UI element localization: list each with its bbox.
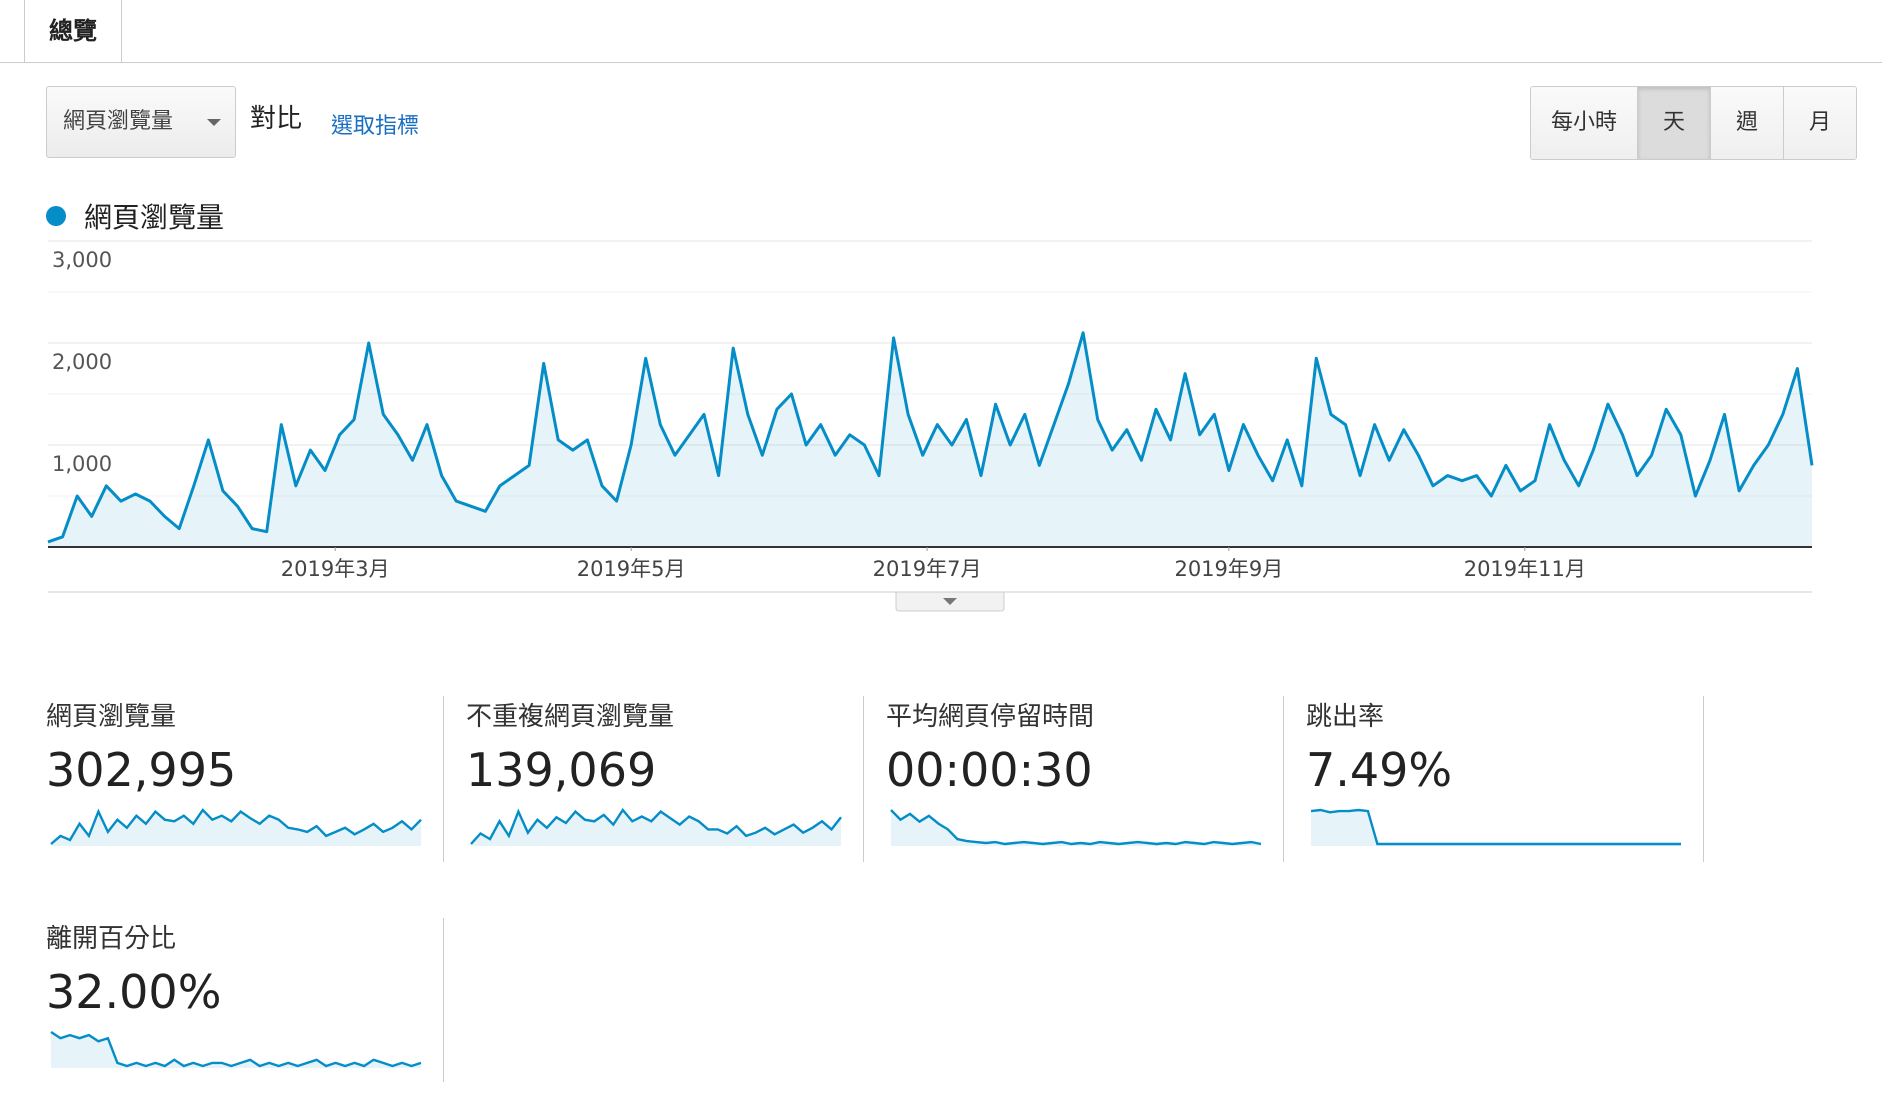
area: [48, 332, 1812, 547]
granularity-group: 每小時天週月: [1530, 86, 1858, 160]
chart: 1,000 2,000 3,000 2019年3月 2019年5月 2019年7月 2019…: [47, 240, 1814, 612]
y-tick-label: 2,000: [52, 350, 112, 374]
x-tick-label: 2019年7月: [873, 557, 982, 581]
x-tick-label: 2019年11月: [1464, 557, 1586, 581]
scorecard-label: 不重複網頁瀏覽量: [466, 702, 675, 732]
metric-select[interactable]: 網頁瀏覽量: [46, 86, 236, 158]
scorecard-label: 跳出率: [1306, 702, 1385, 732]
scorecard-divider: [1283, 696, 1284, 862]
scorecard: 不重複網頁瀏覽量 139,069: [466, 696, 886, 847]
scorecard: 跳出率 7.49%: [1306, 696, 1726, 847]
x-tick-label: 2019年9月: [1174, 557, 1283, 581]
scorecard-divider: [443, 696, 444, 862]
scorecard-value: 302,995: [46, 743, 237, 797]
sparkline-area: [891, 810, 1261, 846]
scorecard-label: 網頁瀏覽量: [46, 702, 177, 732]
scorecard: 離開百分比 32.00%: [46, 918, 466, 1069]
scorecard-divider: [443, 918, 444, 1082]
granularity-button[interactable]: 月: [1783, 87, 1857, 159]
x-tick-label: 2019年3月: [281, 557, 390, 581]
y-tick-label: 1,000: [52, 452, 112, 476]
sparkline: [890, 809, 1262, 846]
select-metric-link[interactable]: 選取指標: [331, 114, 420, 139]
granularity-button[interactable]: 週: [1710, 87, 1784, 159]
sparkline-area: [471, 810, 841, 846]
sparkline-line: [1310, 808, 1681, 846]
legend: 網頁瀏覽量: [46, 196, 224, 236]
granularity-button[interactable]: 每小時: [1531, 87, 1638, 159]
sparkline: [50, 1030, 422, 1068]
scorecard-value: 32.00%: [46, 965, 222, 1019]
sparkline-area: [51, 810, 421, 846]
x-tick-label: 2019年5月: [577, 557, 686, 581]
sparkline: [50, 808, 422, 846]
scorecard-value: 139,069: [466, 743, 657, 797]
compare-label: 對比: [250, 104, 303, 134]
granularity-button[interactable]: 天: [1637, 87, 1711, 159]
scorecard-divider: [863, 696, 864, 862]
sparkline-line: [890, 809, 1262, 846]
tab-underline: [0, 62, 1882, 63]
scorecard-label: 離開百分比: [46, 924, 177, 954]
sparkline-area: [1311, 810, 1681, 846]
legend-label: 網頁瀏覽量: [84, 201, 225, 234]
scorecard-value: 7.49%: [1306, 743, 1453, 797]
sparkline-line: [50, 1030, 422, 1068]
scorecard-divider: [1703, 696, 1704, 862]
line: [47, 331, 1814, 544]
y-tick-label: 3,000: [52, 248, 112, 272]
scorecard-value: 00:00:30: [886, 743, 1093, 797]
sparkline: [470, 807, 842, 846]
sparkline-line: [470, 807, 842, 845]
scorecard: 網頁瀏覽量 302,995: [46, 696, 466, 847]
sparkline-line: [50, 808, 422, 845]
sparkline: [1310, 808, 1681, 846]
scorecard: 平均網頁停留時間 00:00:30: [886, 696, 1306, 847]
expand-arrow: [943, 598, 957, 605]
tab[interactable]: 總覽: [24, 0, 122, 62]
legend-dot: [46, 206, 66, 226]
scorecard-label: 平均網頁停留時間: [886, 702, 1095, 732]
